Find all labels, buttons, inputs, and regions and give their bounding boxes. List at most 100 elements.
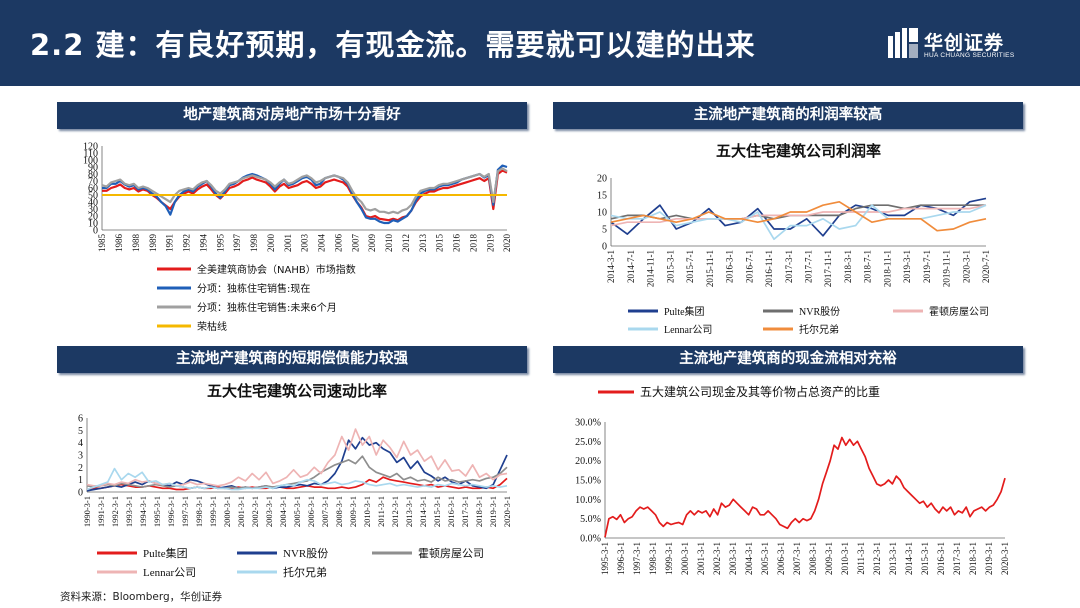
x-tick-label: 2019-3-1 [488,496,498,527]
x-tick-label: 2018 [468,234,478,253]
x-tick-label: 2006-3-1 [776,542,786,575]
y-tick-label: 2 [78,463,83,474]
x-tick-label: 2020-7-1 [981,250,991,283]
legend-label-2: 霍顿房屋公司 [418,546,484,560]
x-tick-label: 2004-3-1 [278,496,288,527]
x-tick-label: 1995-3-1 [600,542,610,575]
legend-label-1: NVR股份 [283,547,328,560]
y-tick-label: 1 [78,475,83,486]
x-tick-label: 1992-3-1 [110,496,120,527]
legend-label-3: Lennar公司 [143,567,196,579]
x-tick-label: 2010-3-1 [362,496,372,527]
y-tick-label: 70 [88,177,98,188]
x-tick-label: 2014-3-1 [418,496,428,527]
x-tick-label: 2016-3-1 [936,542,946,575]
chart-title: 五大住宅建筑公司利润率 [716,142,881,160]
x-tick-label: 2017-11-1 [823,250,833,287]
y-tick-label: 0 [78,488,83,499]
x-tick-label: 1988 [131,234,141,253]
x-tick-label: 1997 [232,234,242,253]
x-tick-label: 2006 [333,234,343,253]
x-tick-label: 1991 [165,234,175,252]
legend-label-1: NVR股份 [799,306,840,318]
x-tick-label: 2020-3-1 [1000,542,1010,575]
x-tick-label: 2003 [300,234,310,253]
legend-label-0: Pulte集团 [664,305,705,318]
x-tick-label: 1998-3-1 [648,542,658,575]
series-line-0 [102,169,508,222]
x-tick-label: 2008-3-1 [334,496,344,527]
x-tick-label: 2000 [266,234,276,253]
y-tick-label: 30.0% [575,418,601,429]
y-tick-label: 5.0% [580,514,601,525]
x-tick-label: 1992 [182,234,192,252]
series-line-2 [86,455,508,490]
y-tick-label: 120 [83,142,98,153]
x-tick-label: 1996-3-1 [616,542,626,575]
series-line-3 [610,204,987,241]
legend-label-2: 霍顿房屋公司 [929,305,989,318]
x-tick-label: 2014-11-1 [646,250,656,287]
x-tick-label: 2020-3-1 [502,496,512,527]
x-tick-label: 2011-3-1 [856,542,866,575]
x-tick-label: 1994-3-1 [138,496,148,527]
x-tick-label: 2018-3-1 [968,542,978,575]
x-tick-label: 2018-3-1 [843,250,853,283]
legend-label-2: 分项：独栋住宅销售:未来6个月 [197,301,337,314]
x-tick-label: 2012-3-1 [872,542,882,575]
x-tick-label: 2017-3-1 [784,250,794,283]
series-line-2 [101,167,508,215]
x-tick-label: 2016-3-1 [446,496,456,527]
y-tick-label: 4 [78,438,83,449]
x-tick-label: 2010 [384,234,394,253]
x-tick-label: 2003-3-1 [264,496,274,527]
x-tick-label: 2009 [367,234,377,253]
x-tick-label: 1997-3-1 [180,496,190,527]
x-tick-label: 2006-3-1 [306,496,316,527]
x-tick-label: 2007-3-1 [320,496,330,527]
legend-label-0: 全美建筑商协会（NAHB）市场指数 [197,263,356,276]
panel-title-chart2: 主流地产建筑商的利润率较高 [553,102,1023,129]
y-tick-label: 0 [93,226,98,237]
legend-label-0: 五大建筑公司现金及其等价物占总资产的比重 [640,384,880,399]
x-tick-label: 2001-3-1 [236,496,246,527]
x-tick-label: 2012 [401,234,411,252]
y-tick-label: 80 [88,170,98,181]
y-tick-label: 20.0% [575,456,601,467]
x-tick-label: 2019-7-1 [922,250,932,283]
y-tick-label: 20 [597,174,607,185]
series-line-2 [610,204,987,227]
x-tick-label: 1993-3-1 [124,496,134,527]
x-tick-label: 2009-3-1 [824,542,834,575]
legend-label-4: 托尔兄弟 [283,565,327,579]
legend-label-1: 分项：独栋住宅销售:现在 [197,282,310,295]
x-tick-label: 1991-3-1 [96,496,106,527]
y-tick-label: 90 [88,163,98,174]
x-tick-label: 2007 [350,234,360,253]
x-tick-label: 2000-3-1 [222,496,232,527]
series-line-4 [610,200,987,232]
series-line-4 [86,467,508,491]
x-tick-label: 2016 [452,234,462,253]
x-tick-label: 2015-3-1 [665,250,675,283]
y-tick-label: 5 [78,426,83,437]
company-logo: 华创证券 HUA CHUANG SECURITIES [888,28,1048,62]
y-tick-label: 50 [88,191,98,202]
x-tick-label: 2018-3-1 [474,496,484,527]
x-tick-label: 2000-3-1 [680,542,690,575]
series-line-0 [604,436,1006,538]
x-tick-label: 2001-3-1 [696,542,706,575]
x-tick-label: 2020-3-1 [961,250,971,283]
series-line-3 [86,428,508,487]
legend-label-0: Pulte集团 [143,546,188,560]
x-tick-label: 2002-3-1 [250,496,260,527]
x-tick-label: 2004 [317,234,327,253]
legend-label-3: 荣枯线 [197,320,227,333]
x-tick-label: 2002-3-1 [712,542,722,575]
x-tick-label: 2019-3-1 [984,542,994,575]
x-tick-label: 2015-7-1 [685,250,695,283]
page-title: 2.2 建：有良好预期，有现金流。需要就可以建的出来 [30,28,756,62]
x-tick-label: 2016-3-1 [725,250,735,283]
x-tick-label: 2015-3-1 [432,496,442,527]
x-tick-label: 1990-3-1 [82,496,92,527]
